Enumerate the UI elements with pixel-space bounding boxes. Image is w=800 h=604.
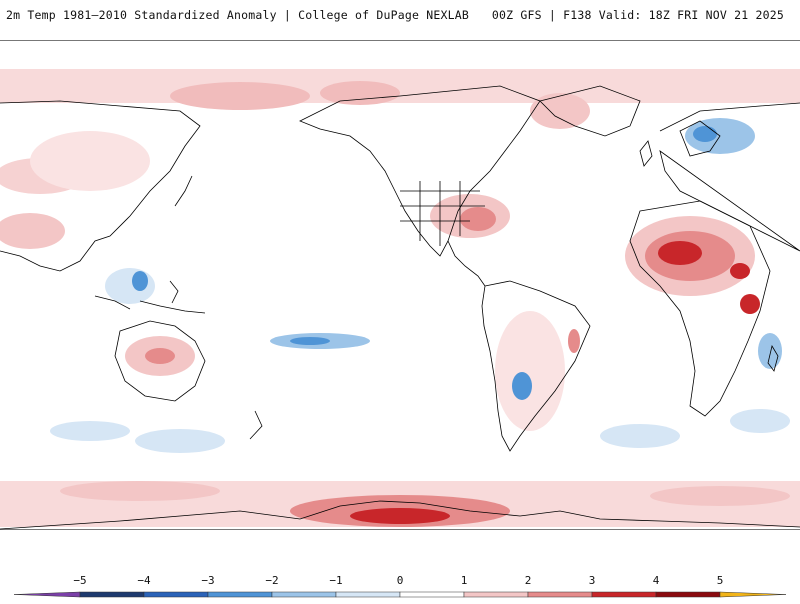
map-canvas	[0, 69, 800, 530]
legend-tick-label: 5	[717, 574, 724, 587]
legend-tick-label: −5	[73, 574, 86, 587]
model-run-info: 00Z GFS | F138 Valid: 18Z FRI NOV 21 202…	[491, 8, 784, 22]
legend-tick-label: 1	[461, 574, 468, 587]
legend-tick-label: 3	[589, 574, 596, 587]
legend-color-segment	[655, 591, 721, 598]
legend-color-segment	[591, 591, 657, 598]
legend-tick-label: 2	[525, 574, 532, 587]
anomaly-shading	[0, 69, 800, 527]
legend-tick-label: −2	[265, 574, 278, 587]
anomaly-map	[0, 40, 800, 530]
legend-color-segment	[335, 591, 401, 598]
legend-tick-label: 4	[653, 574, 660, 587]
coastlines	[0, 85, 800, 530]
legend-color-segment	[271, 591, 337, 598]
legend-colorbar	[13, 591, 787, 598]
legend-arrow-low	[13, 591, 81, 598]
legend-tick-label: −4	[137, 574, 151, 587]
legend-tick-label: 0	[397, 574, 404, 587]
legend-color-segment	[527, 591, 593, 598]
color-legend: −5 −4 −3 −2 −1 0 1 2 3 4 5	[0, 560, 800, 600]
map-title: 2m Temp 1981–2010 Standardized Anomaly |…	[6, 8, 470, 22]
legend-color-segment	[207, 591, 273, 598]
legend-color-segment	[399, 591, 465, 598]
legend-arrow-high	[719, 591, 787, 598]
legend-color-segment	[463, 591, 529, 598]
legend-tick-label: −3	[201, 574, 214, 587]
legend-color-segment	[143, 591, 209, 598]
legend-color-segment	[79, 591, 145, 598]
legend-svg: −5 −4 −3 −2 −1 0 1 2 3 4 5	[13, 574, 787, 598]
legend-tick-labels: −5 −4 −3 −2 −1 0 1 2 3 4 5	[73, 574, 723, 587]
legend-tick-label: −1	[329, 574, 342, 587]
